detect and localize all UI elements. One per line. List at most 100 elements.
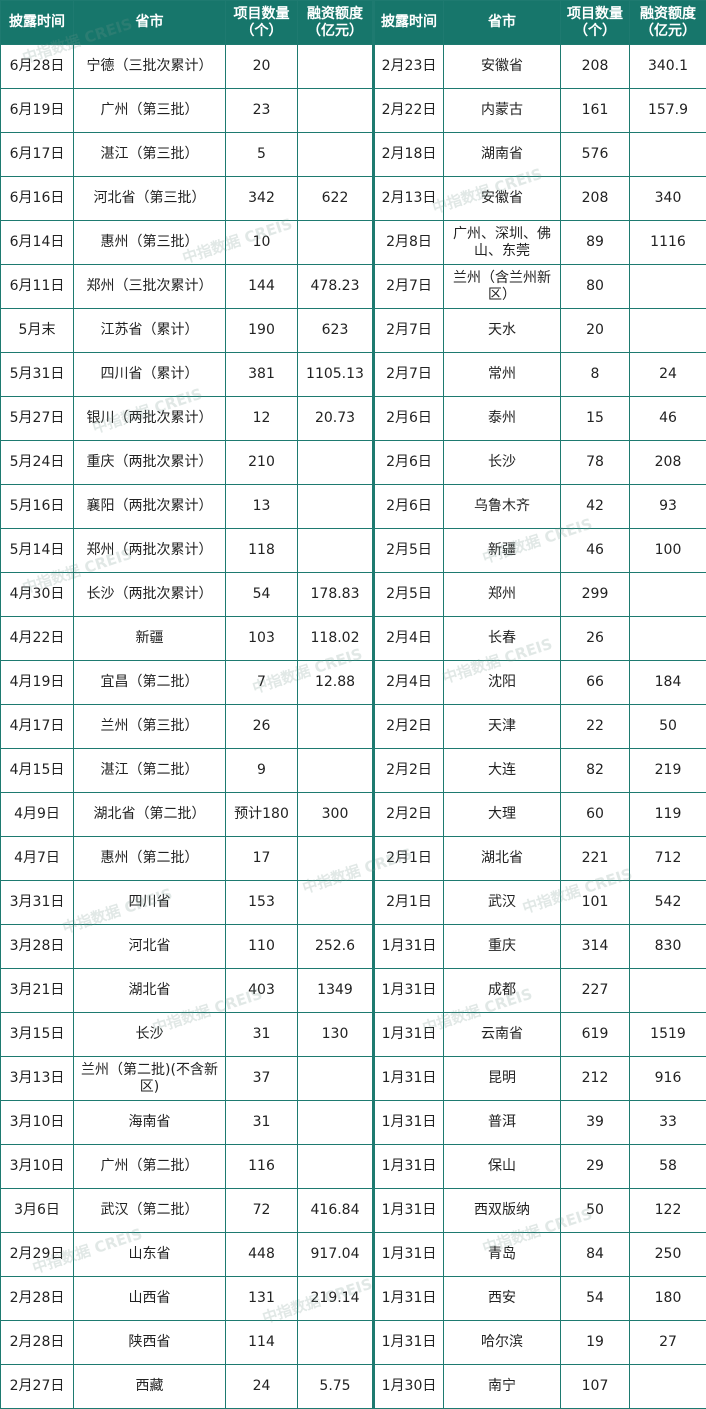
table-row: 6月16日 河北省（第三批） 342 622 2月13日 安徽省 208 340 — [0, 176, 706, 221]
table-cell: 1月31日 — [373, 1276, 444, 1321]
table-row: 5月14日 郑州（两批次累计） 118 2月5日 新疆 46 100 — [0, 528, 706, 573]
table-cell: 22 — [560, 704, 630, 749]
table-cell: 381 — [225, 352, 298, 397]
table-cell: 54 — [560, 1276, 630, 1321]
table-cell: 227 — [560, 968, 630, 1013]
table-cell: 20 — [560, 308, 630, 353]
table-cell: 623 — [297, 308, 375, 353]
table-cell: 130 — [297, 1012, 375, 1057]
table-cell: 29 — [560, 1144, 630, 1189]
table-cell: 江苏省（累计） — [73, 308, 226, 353]
header-text: 项目数量 — [233, 5, 290, 22]
table-cell: 27 — [629, 1320, 706, 1365]
table-cell: 340 — [629, 176, 706, 221]
table-cell: 19 — [560, 1320, 630, 1365]
table-cell: 210 — [225, 440, 298, 485]
table-cell — [297, 1320, 375, 1365]
table-cell: 101 — [560, 880, 630, 925]
table-cell: 6月28日 — [0, 44, 74, 89]
table-cell: 219 — [629, 748, 706, 793]
table-cell: 安徽省 — [443, 44, 561, 89]
table-cell: 湖南省 — [443, 132, 561, 177]
table-cell: 619 — [560, 1012, 630, 1057]
table-row: 2月28日 山西省 131 219.14 1月31日 西安 54 180 — [0, 1276, 706, 1321]
table-cell: 50 — [560, 1188, 630, 1233]
table-cell: 110 — [225, 924, 298, 969]
table-cell — [297, 132, 375, 177]
table-cell: 161 — [560, 88, 630, 133]
table-cell: 5.75 — [297, 1364, 375, 1409]
table-cell — [629, 264, 706, 309]
table-row: 5月末 江苏省（累计） 190 623 2月7日 天水 20 — [0, 308, 706, 353]
table-cell — [629, 132, 706, 177]
table-cell: 89 — [560, 220, 630, 265]
table-cell: 长沙（两批次累计） — [73, 572, 226, 617]
table-cell: 144 — [225, 264, 298, 309]
table-cell: 250 — [629, 1232, 706, 1277]
header-text: （个） — [574, 22, 616, 39]
table-cell: 20 — [225, 44, 298, 89]
table-cell: 82 — [560, 748, 630, 793]
table-cell: 2月23日 — [373, 44, 444, 89]
header-text: 融资额度 — [307, 5, 363, 22]
table-cell: 221 — [560, 836, 630, 881]
table-cell: 陕西省 — [73, 1320, 226, 1365]
table-cell: 13 — [225, 484, 298, 529]
table-cell: 50 — [629, 704, 706, 749]
table-cell: 131 — [225, 1276, 298, 1321]
table-cell: 157.9 — [629, 88, 706, 133]
table-cell: 1月31日 — [373, 1012, 444, 1057]
table-cell: 云南省 — [443, 1012, 561, 1057]
table-row: 3月28日 河北省 110 252.6 1月31日 重庆 314 830 — [0, 924, 706, 969]
table-cell — [297, 704, 375, 749]
header-cell: 融资额度 （亿元） — [629, 0, 706, 45]
table-cell: 新疆 — [73, 616, 226, 661]
header-text: 融资额度 — [640, 5, 696, 22]
table-cell: 84 — [560, 1232, 630, 1277]
table-cell: 252.6 — [297, 924, 375, 969]
table-cell: 天水 — [443, 308, 561, 353]
table-cell: 1105.13 — [297, 352, 375, 397]
table-cell: 46 — [629, 396, 706, 441]
table-cell: 长沙 — [443, 440, 561, 485]
table-cell: 66 — [560, 660, 630, 705]
header-text: 省市 — [488, 14, 516, 30]
table-cell: 2月7日 — [373, 352, 444, 397]
table-cell: 南宁 — [443, 1364, 561, 1409]
table-cell: 山东省 — [73, 1232, 226, 1277]
table-row: 5月27日 银川（两批次累计） 12 20.73 2月6日 泰州 15 46 — [0, 396, 706, 441]
table-cell: 3月28日 — [0, 924, 74, 969]
table-cell: 916 — [629, 1056, 706, 1101]
table-row: 2月28日 陕西省 114 1月31日 哈尔滨 19 27 — [0, 1320, 706, 1365]
table-cell — [629, 572, 706, 617]
table-cell: 42 — [560, 484, 630, 529]
table-row: 3月15日 长沙 31 130 1月31日 云南省 619 1519 — [0, 1012, 706, 1057]
table-cell: 常州 — [443, 352, 561, 397]
table-cell: 31 — [225, 1100, 298, 1145]
table-cell: 448 — [225, 1232, 298, 1277]
table-cell: 208 — [629, 440, 706, 485]
table-cell: 15 — [560, 396, 630, 441]
table-cell: 广州（第三批） — [73, 88, 226, 133]
table-cell: 2月29日 — [0, 1232, 74, 1277]
table-cell: 内蒙古 — [443, 88, 561, 133]
table-cell: 12 — [225, 396, 298, 441]
table-cell: 广州（第二批） — [73, 1144, 226, 1189]
header-text: 项目数量 — [567, 5, 623, 22]
table-cell: 1月30日 — [373, 1364, 444, 1409]
table-cell: 2月6日 — [373, 396, 444, 441]
header-cell: 省市 — [73, 0, 226, 45]
table-cell — [297, 44, 375, 89]
table-cell: 西藏 — [73, 1364, 226, 1409]
table-cell: 6月19日 — [0, 88, 74, 133]
table-cell: 宜昌（第二批） — [73, 660, 226, 705]
table-cell — [297, 440, 375, 485]
table-cell: 103 — [225, 616, 298, 661]
table-cell — [297, 528, 375, 573]
table-cell: 118 — [225, 528, 298, 573]
table-cell: 403 — [225, 968, 298, 1013]
table-cell: 2月28日 — [0, 1320, 74, 1365]
table-cell: 4月7日 — [0, 836, 74, 881]
table-cell: 114 — [225, 1320, 298, 1365]
